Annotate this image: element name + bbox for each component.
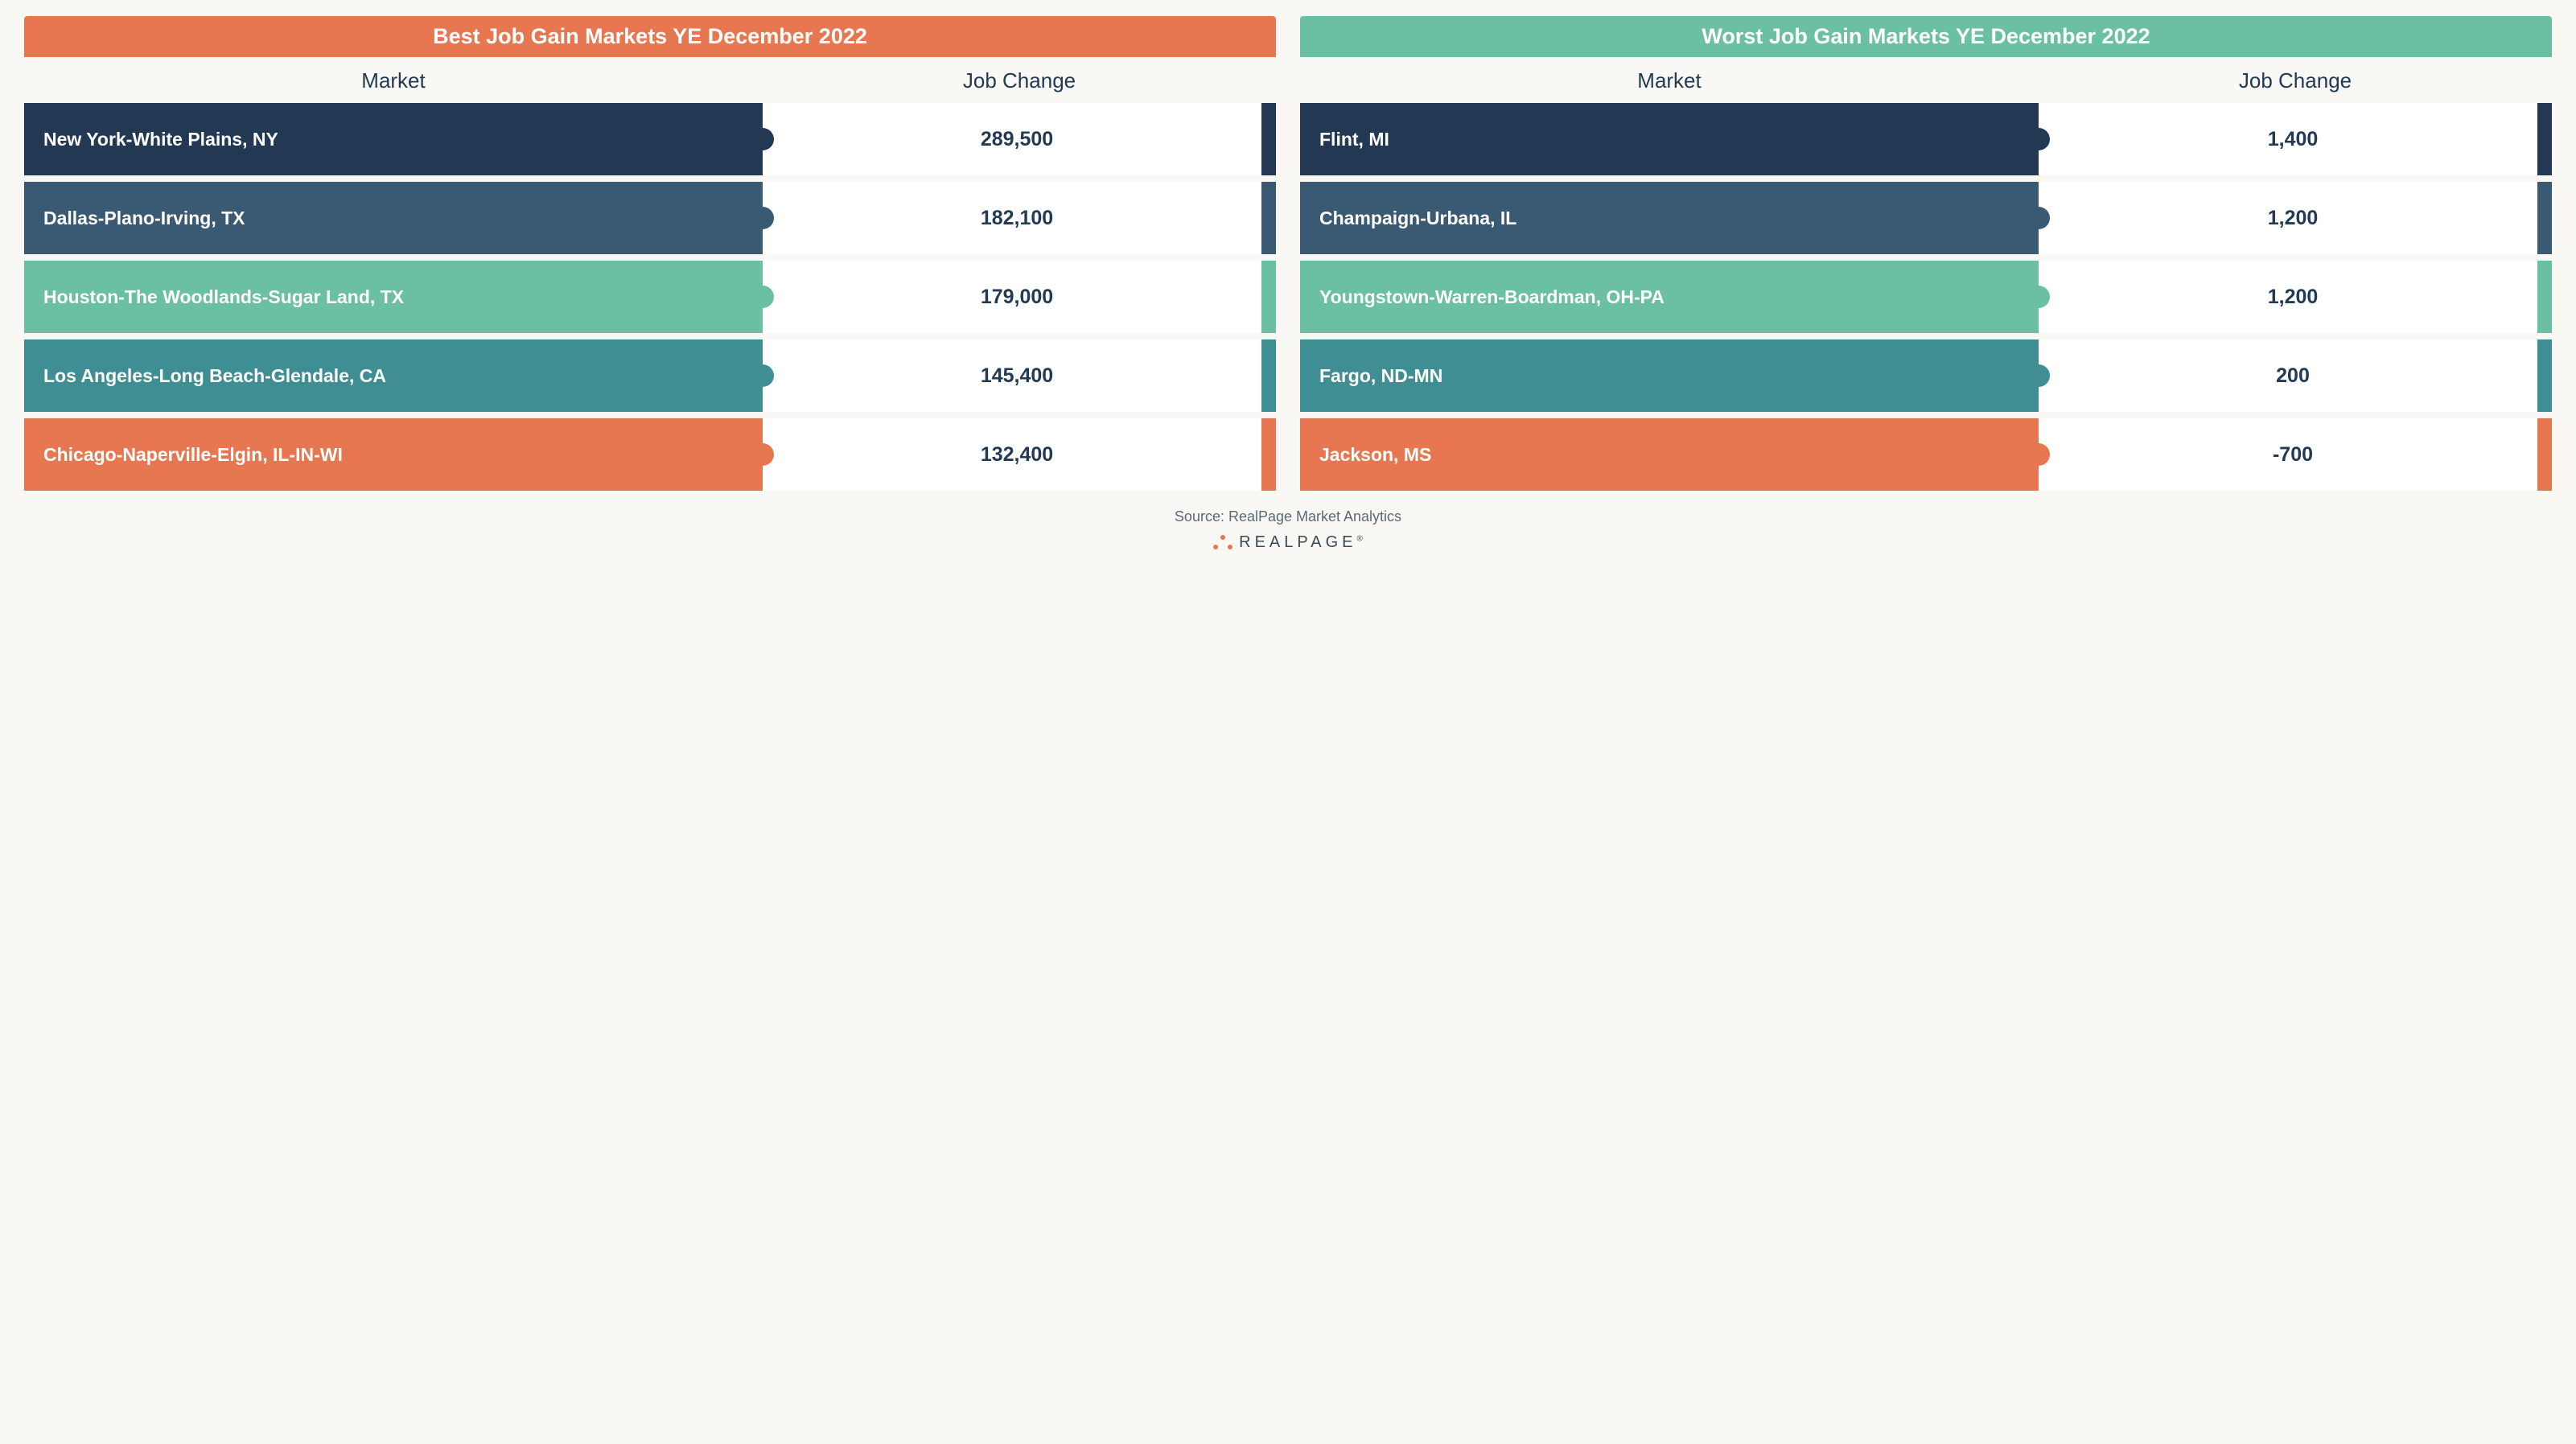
market-cell: Flint, MI	[1300, 103, 2039, 175]
market-cell: New York-White Plains, NY	[24, 103, 763, 175]
table-row: Los Angeles-Long Beach-Glendale, CA145,4…	[24, 339, 1276, 412]
market-cell: Jackson, MS	[1300, 418, 2039, 491]
market-cell: Fargo, ND-MN	[1300, 339, 2039, 412]
best-headers: Market Job Change	[24, 57, 1276, 103]
row-end-stripe	[2537, 103, 2552, 175]
worst-rows: Flint, MI1,400Champaign-Urbana, IL1,200Y…	[1300, 103, 2552, 491]
change-cell: 179,000	[763, 261, 1261, 333]
best-header-market: Market	[24, 68, 763, 93]
change-cell: 1,400	[2039, 103, 2537, 175]
change-cell: 145,400	[763, 339, 1261, 412]
market-cell: Youngstown-Warren-Boardman, OH-PA	[1300, 261, 2039, 333]
change-cell: 1,200	[2039, 182, 2537, 254]
market-cell: Dallas-Plano-Irving, TX	[24, 182, 763, 254]
worst-panel-title: Worst Job Gain Markets YE December 2022	[1300, 16, 2552, 57]
panels-container: Best Job Gain Markets YE December 2022 M…	[24, 16, 2552, 491]
row-end-stripe	[2537, 261, 2552, 333]
table-row: Chicago-Naperville-Elgin, IL-IN-WI132,40…	[24, 418, 1276, 491]
table-row: New York-White Plains, NY289,500	[24, 103, 1276, 175]
row-end-stripe	[1261, 418, 1276, 491]
realpage-logo: REALPAGE®	[24, 533, 2552, 552]
change-cell: 182,100	[763, 182, 1261, 254]
worst-header-market: Market	[1300, 68, 2039, 93]
row-end-stripe	[1261, 339, 1276, 412]
row-end-stripe	[1261, 182, 1276, 254]
market-cell: Chicago-Naperville-Elgin, IL-IN-WI	[24, 418, 763, 491]
worst-panel: Worst Job Gain Markets YE December 2022 …	[1300, 16, 2552, 491]
best-panel-title: Best Job Gain Markets YE December 2022	[24, 16, 1276, 57]
table-row: Jackson, MS-700	[1300, 418, 2552, 491]
row-end-stripe	[2537, 418, 2552, 491]
best-panel: Best Job Gain Markets YE December 2022 M…	[24, 16, 1276, 491]
row-end-stripe	[2537, 339, 2552, 412]
table-row: Dallas-Plano-Irving, TX182,100	[24, 182, 1276, 254]
footer: Source: RealPage Market Analytics REALPA…	[24, 508, 2552, 552]
row-end-stripe	[1261, 103, 1276, 175]
logo-text: REALPAGE®	[1239, 533, 1363, 552]
change-cell: 132,400	[763, 418, 1261, 491]
row-end-stripe	[2537, 182, 2552, 254]
source-text: Source: RealPage Market Analytics	[24, 508, 2552, 525]
change-cell: -700	[2039, 418, 2537, 491]
row-end-stripe	[1261, 261, 1276, 333]
table-row: Youngstown-Warren-Boardman, OH-PA1,200	[1300, 261, 2552, 333]
market-cell: Los Angeles-Long Beach-Glendale, CA	[24, 339, 763, 412]
worst-headers: Market Job Change	[1300, 57, 2552, 103]
table-row: Houston-The Woodlands-Sugar Land, TX179,…	[24, 261, 1276, 333]
table-row: Flint, MI1,400	[1300, 103, 2552, 175]
worst-header-change: Job Change	[2039, 68, 2552, 93]
change-cell: 1,200	[2039, 261, 2537, 333]
best-header-change: Job Change	[763, 68, 1276, 93]
logo-dots-icon	[1213, 535, 1232, 551]
best-rows: New York-White Plains, NY289,500Dallas-P…	[24, 103, 1276, 491]
table-row: Champaign-Urbana, IL1,200	[1300, 182, 2552, 254]
market-cell: Champaign-Urbana, IL	[1300, 182, 2039, 254]
change-cell: 289,500	[763, 103, 1261, 175]
change-cell: 200	[2039, 339, 2537, 412]
table-row: Fargo, ND-MN200	[1300, 339, 2552, 412]
market-cell: Houston-The Woodlands-Sugar Land, TX	[24, 261, 763, 333]
